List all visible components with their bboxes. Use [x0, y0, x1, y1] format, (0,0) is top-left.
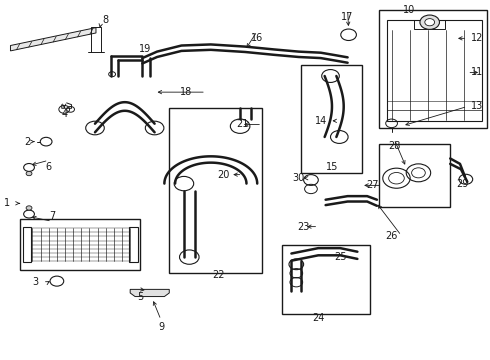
Text: 12: 12	[471, 33, 483, 43]
Text: 1: 1	[4, 198, 10, 208]
Bar	[169, 108, 262, 273]
Text: 18: 18	[180, 87, 193, 97]
Text: 28: 28	[388, 141, 400, 151]
Circle shape	[26, 171, 32, 176]
Text: 21: 21	[236, 120, 249, 129]
Text: 3: 3	[33, 277, 39, 287]
Text: 30: 30	[293, 173, 305, 183]
Text: 2: 2	[24, 138, 31, 147]
Bar	[282, 244, 369, 315]
Text: 5: 5	[137, 292, 143, 302]
Text: 17: 17	[342, 12, 354, 22]
Bar	[301, 65, 362, 173]
Bar	[20, 220, 140, 270]
Text: 24: 24	[312, 313, 324, 323]
Bar	[129, 226, 138, 262]
Text: 13: 13	[471, 102, 483, 112]
Text: 11: 11	[471, 67, 483, 77]
Text: 8: 8	[103, 15, 109, 26]
Text: 4: 4	[61, 109, 67, 119]
Text: 22: 22	[212, 270, 224, 280]
Text: 25: 25	[334, 252, 346, 262]
Text: 20: 20	[217, 170, 229, 180]
Text: 16: 16	[251, 33, 263, 43]
Circle shape	[425, 19, 435, 26]
Text: 26: 26	[386, 231, 398, 240]
Text: 19: 19	[139, 44, 151, 54]
Circle shape	[420, 15, 440, 30]
Bar	[387, 21, 482, 121]
Text: 15: 15	[326, 162, 338, 172]
Text: 14: 14	[315, 116, 327, 126]
Bar	[379, 10, 487, 128]
Text: 9: 9	[158, 322, 164, 332]
Text: 29: 29	[456, 179, 468, 189]
Text: 27: 27	[366, 180, 378, 190]
Text: 6: 6	[46, 162, 51, 172]
Bar	[414, 21, 445, 30]
Polygon shape	[10, 28, 96, 51]
Polygon shape	[130, 289, 169, 297]
Text: 10: 10	[403, 5, 415, 15]
Bar	[379, 144, 450, 207]
Text: 7: 7	[49, 211, 55, 221]
Circle shape	[26, 206, 32, 210]
Text: 23: 23	[297, 222, 310, 231]
Bar	[23, 226, 31, 262]
